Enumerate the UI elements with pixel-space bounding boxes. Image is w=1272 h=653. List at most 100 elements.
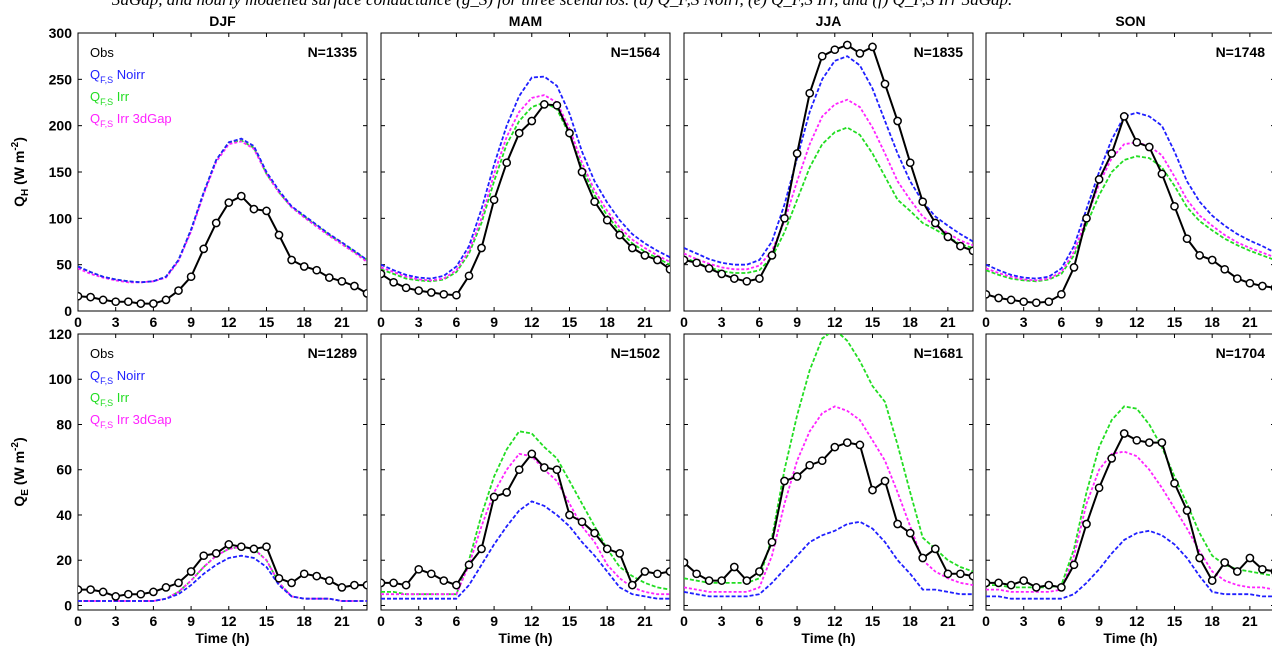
subplot-title: MAM [509,13,542,29]
obs-point [986,578,991,588]
series-line-noirr [381,500,670,600]
y-axis-label: QE (W m-2) [10,437,31,506]
figure-caption: 3dGap, and hourly modelled surface condu… [0,0,1272,20]
legend-entry: QF,S Irr [90,89,130,107]
obs-point [968,246,973,256]
obs-point [1031,583,1041,592]
sample-count-label: N=1748 [1216,44,1266,60]
y-tick-label: 40 [56,507,72,523]
obs-point [1245,278,1255,288]
obs-point [236,191,246,201]
obs-point [502,488,512,497]
obs-point [324,273,334,282]
obs-point [514,128,524,138]
obs-point [905,528,915,538]
axes-frame [985,32,1272,312]
obs-point [452,580,461,590]
y-tick-label: 200 [49,118,73,134]
x-tick-label: 3 [112,314,120,330]
obs-point [337,276,347,286]
legend-entry: QF,S Noirr [90,368,146,386]
obs-point [1144,438,1154,447]
obs-point [653,255,662,265]
series-line-irr3dgap [381,94,670,282]
x-tick-label: 9 [1095,314,1103,330]
sample-count-label: N=1704 [1216,345,1266,361]
obs-point [287,578,296,588]
x-tick-label: 6 [149,314,157,330]
obs-point [1195,553,1204,563]
legend-entry: QF,S Irr 3dGap [90,412,172,430]
sample-count-label: N=1681 [914,345,964,361]
x-tick-label: 3 [415,613,423,629]
subplot-4: 0 3 6 9 12 15 18 21 SON N=1748 [982,13,1272,330]
series-line-irr3dgap [684,405,973,593]
x-tick-label: 21 [637,314,653,330]
x-tick-label: 12 [1129,314,1145,330]
obs-point [817,456,827,466]
x-tick-label: 15 [562,613,578,629]
x-tick-label: 3 [1020,613,1028,629]
obs-point [98,587,108,597]
axes-frame [683,333,974,611]
x-tick-label: 21 [637,613,653,629]
series-line-noirr [381,75,670,280]
sample-count-label: N=1335 [308,44,358,60]
x-tick-label: 3 [718,613,726,629]
series-line-irr3dgap [684,98,973,271]
obs-point [565,510,574,520]
obs-point [174,286,183,295]
obs-point [817,51,827,61]
x-tick-label: 0 [680,613,688,629]
obs-point [312,265,322,275]
obs-point [262,206,271,216]
obs-point [123,297,133,307]
x-tick-label: 0 [982,613,990,629]
x-tick-label: 9 [793,314,801,330]
x-tick-label: 21 [940,613,956,629]
obs-point [414,286,424,295]
obs-point [792,149,802,158]
obs-point [1082,519,1091,529]
obs-point [362,289,367,298]
obs-point [1157,169,1167,179]
legend-entry: QF,S Irr 3dGap [90,111,172,129]
x-tick-label: 15 [1167,613,1183,629]
caption-text: 3dGap, and hourly modelled surface condu… [112,0,1012,9]
obs-point [615,549,625,558]
obs-point [186,272,196,282]
obs-point [299,262,309,271]
obs-point [1107,149,1117,158]
obs-point [350,281,359,291]
obs-point [539,463,549,472]
sample-count-label: N=1564 [611,44,661,60]
subplot-title: JJA [816,13,842,29]
obs-point [299,569,309,579]
y-tick-label: 80 [56,416,72,432]
x-tick-label: 9 [187,613,195,629]
x-tick-label: 15 [259,314,275,330]
series-line-irr [684,126,973,274]
x-tick-label: 0 [377,613,385,629]
series-group [381,75,670,300]
x-tick-label: 15 [1167,314,1183,330]
obs-point [381,578,386,588]
x-tick-label: 6 [452,314,460,330]
x-tick-label: 0 [982,314,990,330]
obs-point [1170,201,1179,211]
obs-point [692,258,701,268]
x-tick-label: 18 [296,314,312,330]
obs-point [704,576,714,585]
x-tick-label: 15 [259,613,275,629]
series-line-irr3dgap [78,140,367,284]
series-line-irr [381,430,670,596]
obs-point [111,297,121,307]
obs-point [1220,558,1230,567]
series-line-noirr [684,520,973,598]
y-tick-label: 250 [49,71,73,87]
obs-point [994,293,1003,303]
obs-point [684,255,689,265]
y-tick-label: 300 [49,25,73,41]
obs-point [1119,112,1129,121]
